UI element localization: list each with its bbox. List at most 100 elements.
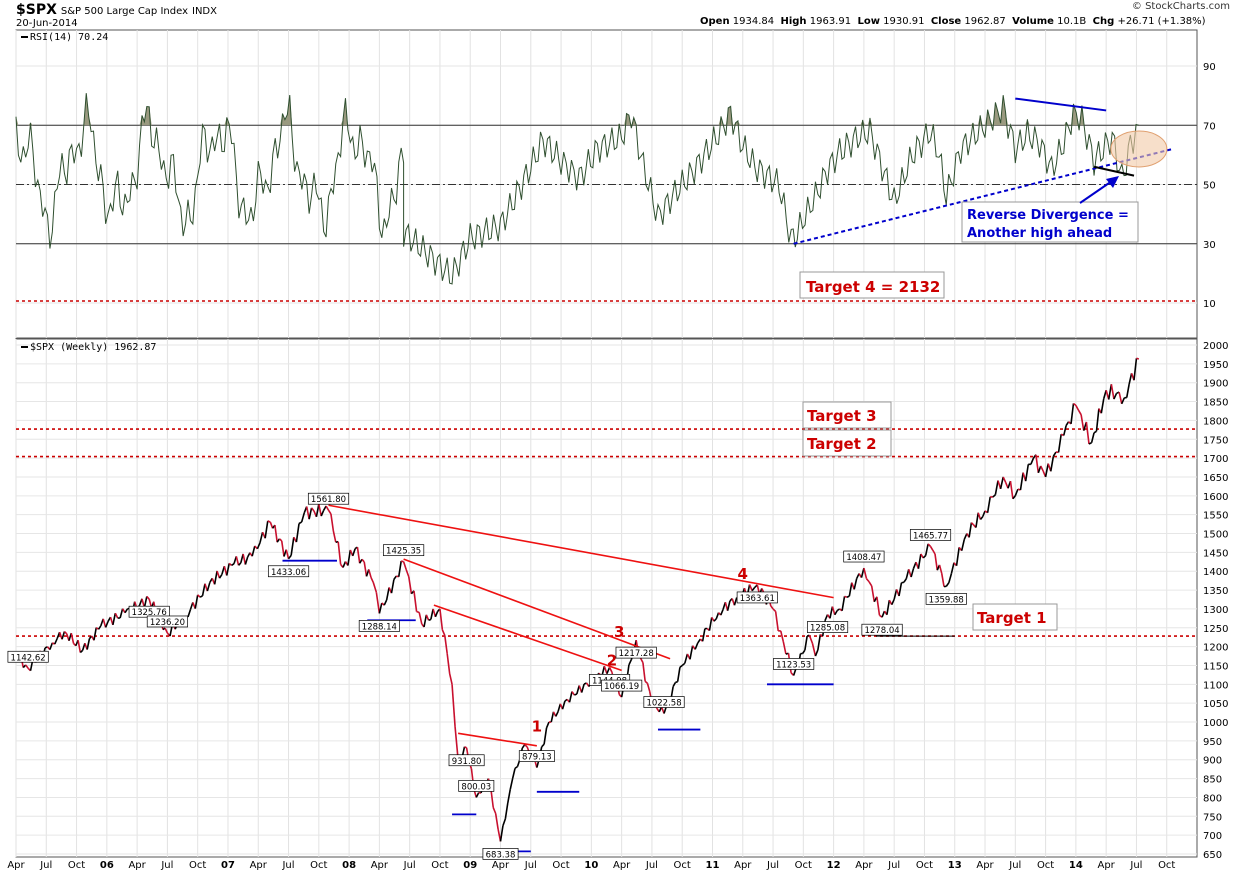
price-segment [748,584,753,592]
symbol: $SPX [16,2,57,18]
price-segment [237,562,242,566]
price-segment [225,563,230,576]
price-segment [975,512,980,528]
price-segment [189,602,194,610]
peak-label-1359.88: 1359.88 [929,595,964,605]
price-y-tick: 800 [1203,793,1222,804]
price-segment [1037,465,1042,474]
price-segment [541,743,545,748]
price-segment [701,628,706,642]
chart-title: $SPX S&P 500 Large Cap Index INDX [16,2,217,18]
price-segment [804,635,808,651]
price-segment [390,579,395,594]
peak-label-1465.77: 1465.77 [913,531,948,541]
price-segment [194,594,199,609]
price-y-tick: 950 [1203,737,1222,748]
x-tick-Oct: Oct [552,860,569,871]
peak-label-1217.28: 1217.28 [619,649,654,659]
price-segment [361,558,365,563]
price-segment [77,640,82,653]
x-tick-Jul: Jul [766,860,779,871]
rsi-y-tick: 10 [1203,299,1216,310]
price-segment [146,595,150,600]
rsi-legend: RSI(14) 70.24 [30,32,108,43]
target-label: Target 3 [807,407,877,425]
price-segment [932,549,936,555]
price-segment [574,693,578,696]
price-segment [583,682,587,685]
rsi-line [15,93,1139,285]
price-segment [1040,465,1044,472]
price-segment [628,659,633,666]
price-segment [259,532,264,544]
price-segment [576,685,581,695]
price-segment [774,611,779,631]
x-tick-Jul: Jul [281,860,294,871]
peak-label-1288.14: 1288.14 [362,622,397,632]
price-segment [104,621,109,628]
price-segment [853,578,858,590]
price-trendline [403,558,671,660]
price-y-tick: 1350 [1203,586,1228,597]
price-segment [1057,434,1062,453]
price-segment [372,582,378,593]
price-segment [770,605,774,610]
price-segment [782,641,787,655]
price-y-tick: 850 [1203,775,1222,786]
price-segment [831,606,836,615]
price-segment [300,512,306,523]
x-tick-Oct: Oct [431,860,448,871]
price-segment [568,691,573,703]
price-segment [451,684,456,728]
price-segment [1128,373,1133,385]
price-segment [689,645,694,660]
price-segment [44,646,48,649]
price-segment [994,480,999,495]
price-y-tick: 1150 [1203,661,1228,672]
x-tick-Apr: Apr [734,860,752,871]
rsi-highlight-ellipse [1110,130,1168,168]
price-segment [970,522,975,526]
x-tick-Jul: Jul [39,860,52,871]
price-segment [865,578,870,583]
price-segment [464,746,467,749]
price-y-tick: 1500 [1203,530,1228,541]
price-segment [886,600,891,615]
wave-label-4: 4 [738,565,748,583]
x-tick-Oct: Oct [310,860,327,871]
wave-label-3: 3 [614,623,624,641]
price-trendline [433,604,622,672]
price-segment [514,765,518,769]
price-segment [1110,384,1115,400]
price-segment [494,813,499,830]
price-segment [235,556,240,566]
price-segment [1072,402,1077,406]
price-segment [444,635,449,654]
x-tick-Apr: Apr [250,860,268,871]
price-segment [1093,430,1097,434]
close-label: Close [930,16,962,27]
x-tick-Oct: Oct [916,860,933,871]
price-segment [713,618,717,622]
price-segment [1118,391,1123,405]
price-segment [1085,421,1090,445]
x-tick-Jul: Jul [1129,860,1142,871]
price-segment [370,577,375,583]
x-tick-Jul: Jul [1008,860,1021,871]
peak-label-box [615,646,657,659]
peak-label-box [358,620,400,632]
price-segment [418,612,423,625]
price-segment [676,667,681,682]
divergence-arrow [1079,180,1113,204]
x-tick-Jul: Jul [524,860,537,871]
chg-value: +26.71 (+1.38%) [1117,16,1206,27]
price-segment [948,573,953,583]
price-segment [327,509,332,515]
price-y-tick: 1050 [1203,699,1228,710]
price-segment [1077,409,1082,416]
peak-label-box [518,750,555,762]
price-y-tick: 1650 [1203,473,1228,484]
price-segment [960,539,966,551]
price-segment [694,642,699,650]
price-segment [679,664,683,668]
